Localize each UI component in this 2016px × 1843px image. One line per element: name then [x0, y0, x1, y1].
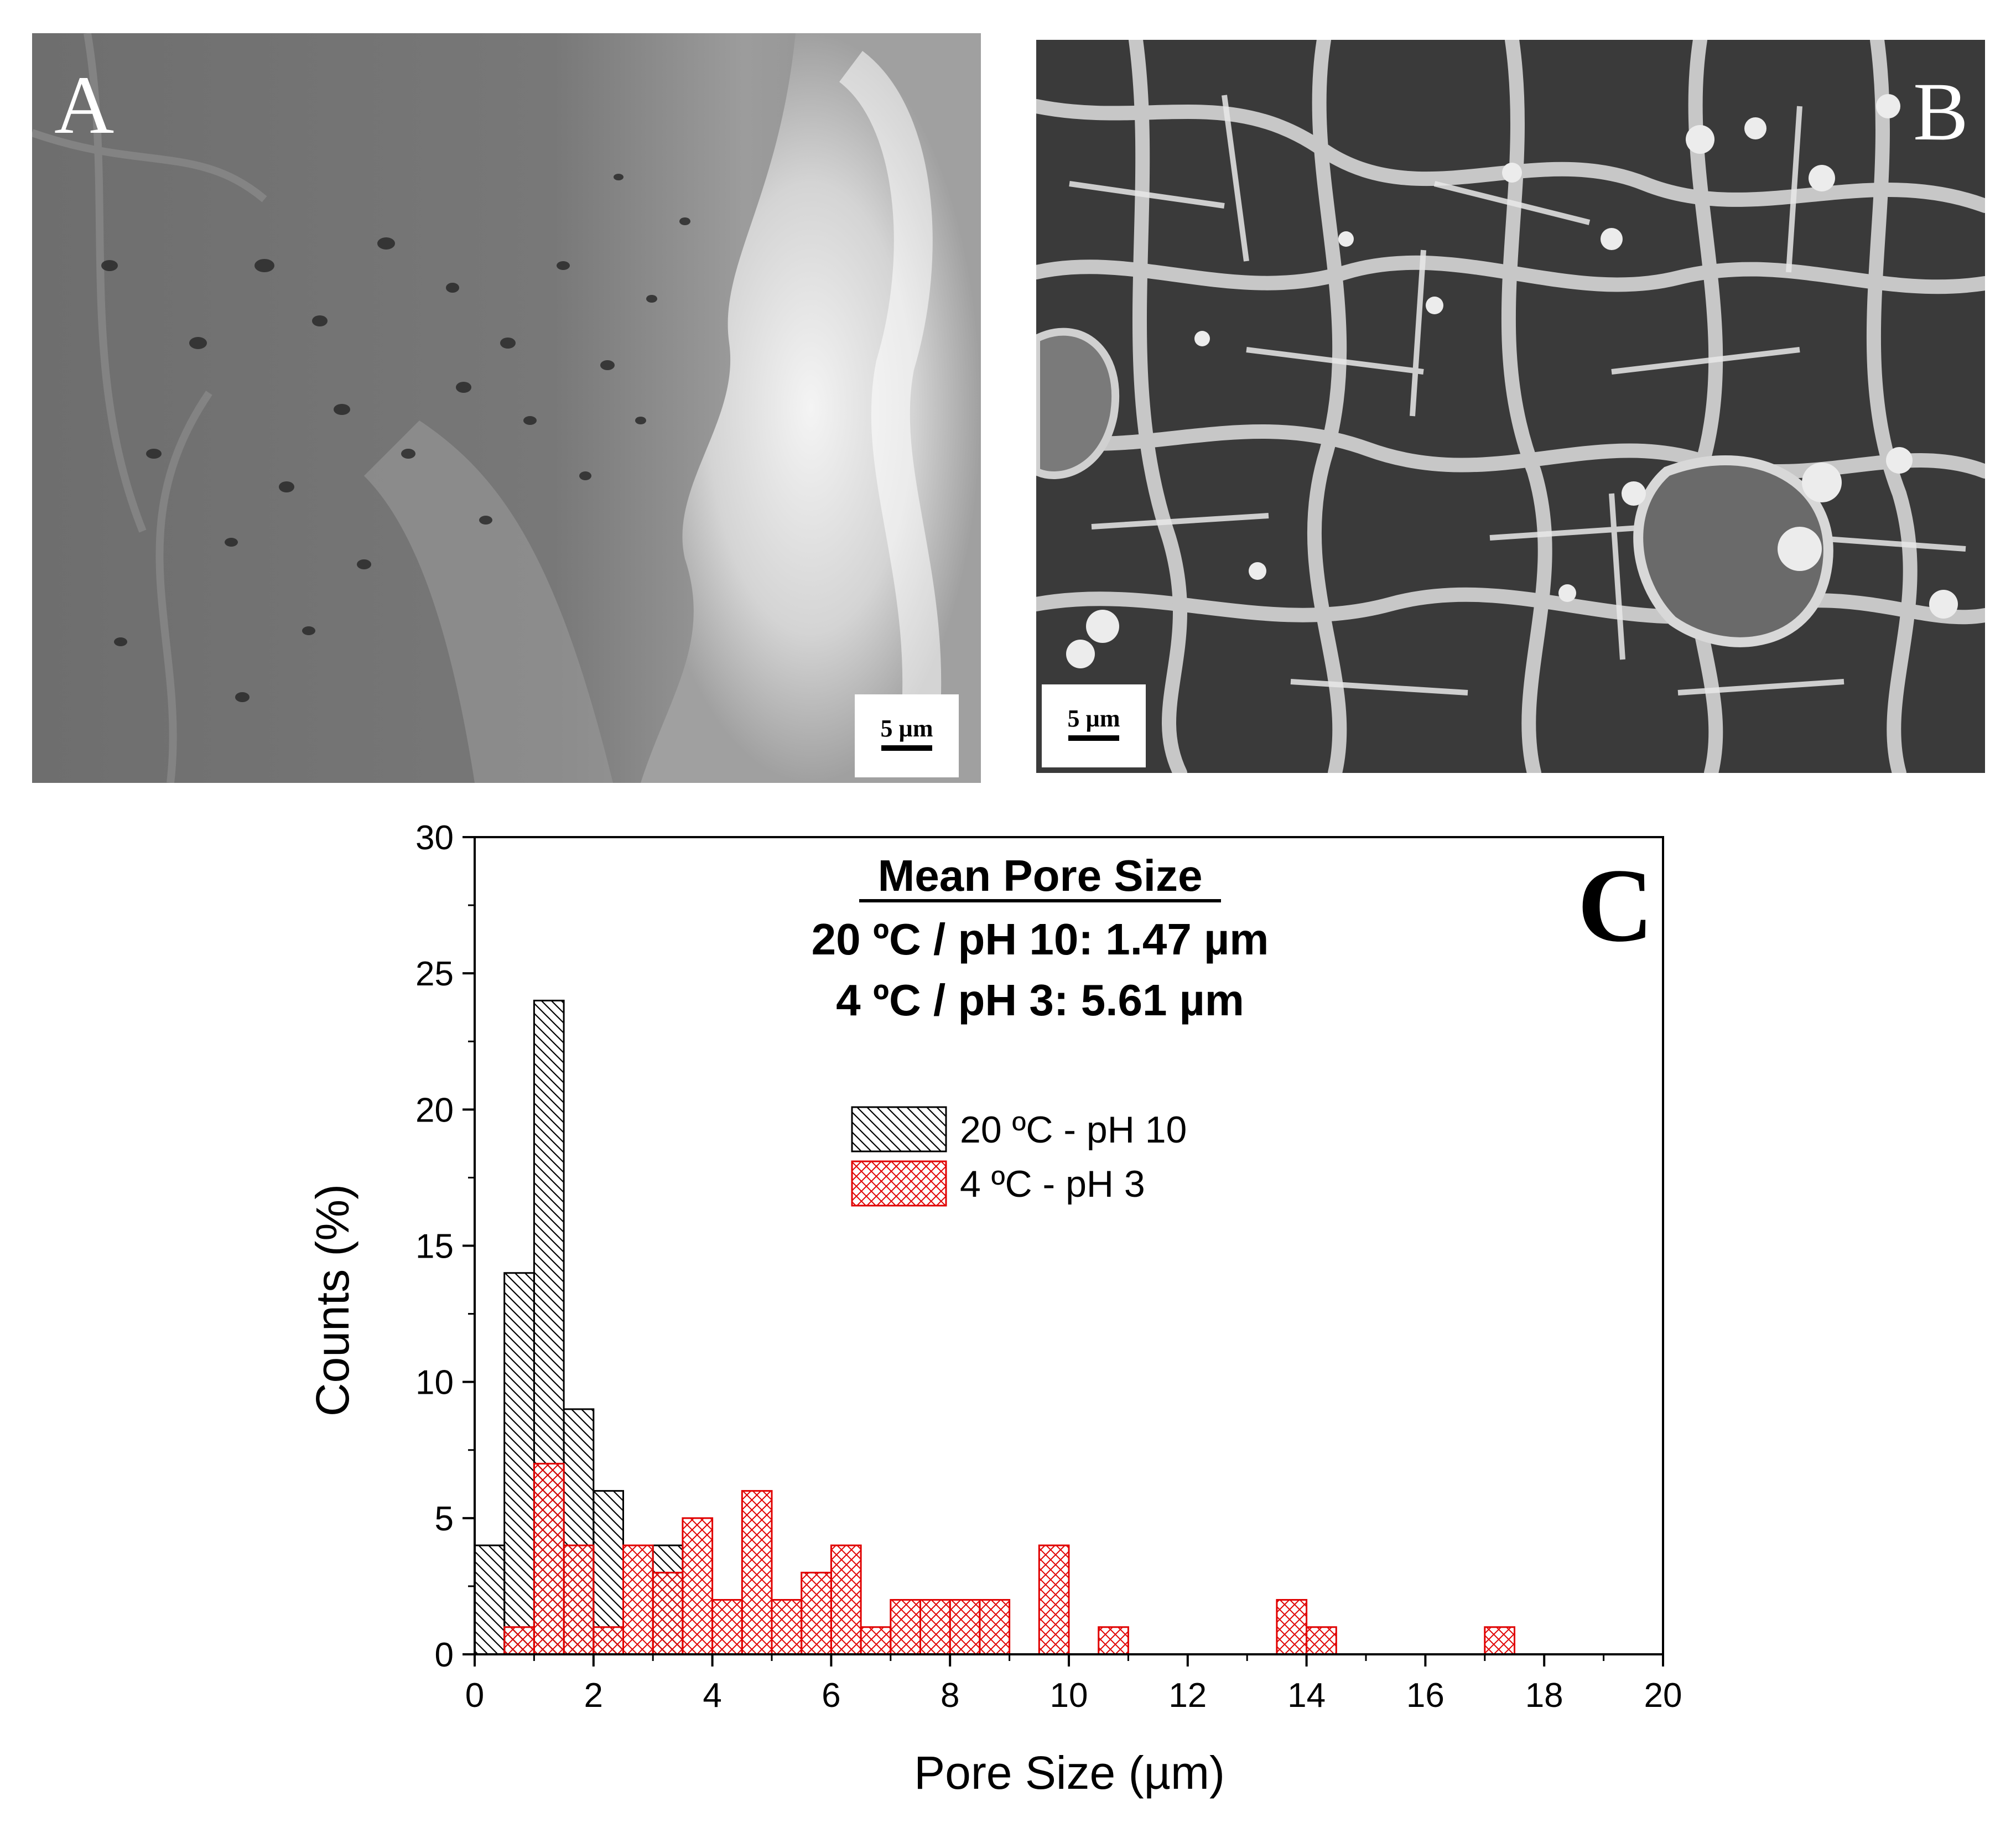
- bar-4c-ph3-5: [652, 1571, 684, 1655]
- bar-4c-ph3-12: [860, 1626, 892, 1655]
- bar-20c-ph10-0: [474, 1544, 506, 1655]
- bar-4c-ph3-13: [890, 1599, 922, 1655]
- bar-4c-ph3-8: [741, 1490, 773, 1655]
- legend-label-4c-ph3: 4 ºC - pH 3: [960, 1163, 1145, 1205]
- bar-4c-ph3-4: [622, 1544, 654, 1655]
- panel-label-c: C: [1577, 848, 1653, 964]
- annotation-heading: Mean Pore Size: [878, 851, 1203, 900]
- annotation-line-2: 4 ºC / pH 3: 5.61 µm: [836, 975, 1244, 1025]
- panel-label-a: A: [54, 59, 115, 151]
- legend: 20 ºC - pH 10 4 ºC - pH 3: [851, 1106, 1187, 1207]
- scale-bar-b-label: 5 µm: [1067, 705, 1120, 732]
- y-tick-label-3: 15: [415, 1228, 454, 1266]
- histogram-svg: 0 2 4 6 8 10 12 14 16 18 20 0 5 10 15 20 25 30 Pore Size…: [306, 819, 1682, 1799]
- x-tick-label-0: 0: [465, 1676, 484, 1715]
- x-tick-label-10: 20: [1644, 1676, 1682, 1715]
- x-axis-ticks: 0 2 4 6 8 10 12 14 16 18 20: [465, 1654, 1682, 1715]
- bar-20c-ph10-1: [503, 1272, 535, 1655]
- bar-4c-ph3-15: [949, 1599, 981, 1655]
- bar-4c-ph3-11: [830, 1544, 862, 1655]
- bar-4c-ph3-21: [1484, 1626, 1516, 1655]
- legend-swatch-4c-ph3: [851, 1160, 947, 1207]
- bar-4c-ph3-3: [593, 1626, 625, 1655]
- legend-label-20c-ph10: 20 ºC - pH 10: [960, 1109, 1187, 1151]
- bar-4c-ph3-10: [801, 1571, 832, 1655]
- y-axis-ticks: 0 5 10 15 20 25 30: [415, 819, 475, 1674]
- panel-label-b: B: [1913, 66, 1968, 158]
- scale-bar-b-line: [1068, 735, 1119, 741]
- x-tick-label-3: 6: [822, 1676, 840, 1715]
- bar-4c-ph3-7: [711, 1599, 743, 1655]
- x-tick-label-9: 18: [1525, 1676, 1563, 1715]
- bar-4c-ph3-6: [682, 1517, 714, 1655]
- pore-size-histogram: 0 2 4 6 8 10 12 14 16 18 20 0 5 10 15 20 25 30 Pore Size…: [0, 808, 2016, 1840]
- bar-4c-ph3-1: [533, 1462, 565, 1655]
- bar-4c-ph3-14: [919, 1599, 951, 1655]
- y-tick-label-2: 10: [415, 1364, 454, 1402]
- scale-bar-a-label: 5 µm: [880, 715, 933, 742]
- x-tick-label-2: 4: [703, 1676, 721, 1715]
- x-tick-label-7: 14: [1287, 1676, 1326, 1715]
- sem-image-a-graphic: [32, 33, 981, 783]
- sem-image-b: B 5 µm: [1036, 40, 1985, 773]
- y-axis-label: Counts (%): [306, 1184, 358, 1416]
- series-4c-ph3-bars: [503, 1462, 1516, 1655]
- bar-4c-ph3-18: [1098, 1626, 1129, 1655]
- y-tick-label-0: 0: [435, 1636, 454, 1674]
- scale-bar-a: 5 µm: [855, 694, 959, 777]
- y-tick-label-1: 5: [435, 1500, 454, 1538]
- x-tick-label-5: 10: [1050, 1676, 1088, 1715]
- bar-4c-ph3-0: [503, 1626, 535, 1655]
- bar-4c-ph3-2: [563, 1544, 595, 1655]
- bar-4c-ph3-19: [1276, 1599, 1308, 1655]
- y-tick-label-5: 25: [415, 955, 454, 993]
- y-tick-label-4: 20: [415, 1091, 454, 1129]
- annotation-line-1: 20 ºC / pH 10: 1.47 µm: [812, 915, 1269, 964]
- sem-image-a: A 5 µm: [32, 33, 981, 783]
- legend-swatch-20c-ph10: [851, 1106, 947, 1152]
- x-tick-label-6: 12: [1168, 1676, 1207, 1715]
- bar-4c-ph3-9: [771, 1599, 803, 1655]
- x-tick-label-8: 16: [1406, 1676, 1445, 1715]
- y-tick-label-6: 30: [415, 819, 454, 857]
- x-axis-label: Pore Size (µm): [914, 1747, 1225, 1799]
- bar-4c-ph3-17: [1038, 1544, 1070, 1655]
- bar-4c-ph3-20: [1306, 1626, 1337, 1655]
- x-tick-label-1: 2: [584, 1676, 603, 1715]
- x-tick-label-4: 8: [941, 1676, 959, 1715]
- scale-bar-b: 5 µm: [1042, 684, 1146, 767]
- scale-bar-a-line: [881, 745, 932, 751]
- sem-image-b-graphic: [1036, 40, 1985, 773]
- bar-4c-ph3-16: [979, 1599, 1011, 1655]
